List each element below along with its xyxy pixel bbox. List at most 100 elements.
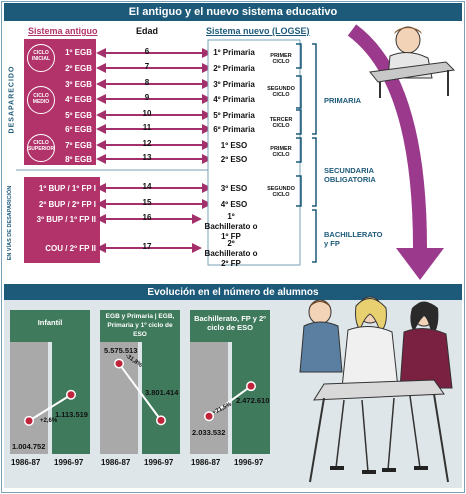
new-system-header: Sistema nuevo (LOGSE) [206,26,310,36]
stage-primaria: PRIMARIA [324,96,362,105]
old-system-column-2 [24,177,100,263]
new-item-11: 1º Bachillerato o 1º FP [204,212,258,241]
new-cycle-2: SEGUNDO CICLO [267,86,295,98]
new-item-1: 1º Primaria [213,48,255,57]
chart-2-point-2 [157,416,165,424]
chart-1-value-1: 1.004.752 [12,442,46,451]
new-cycle-4: PRIMER CICLO [270,146,292,158]
stage-bachillerato: BACHILLERATO y FP [324,230,383,248]
chart-1-point-1 [25,417,33,425]
chart-2-value-2: 3.801.414 [145,388,179,397]
chart-1-bar-gray [10,342,48,454]
chart-3-line [208,385,252,418]
chart-1-value-2: 1.113.519 [55,410,88,419]
age-11: 16 [142,213,152,222]
new-item-2: 2º Primaria [213,64,255,73]
old-item-3: 3º EGB [65,80,92,89]
old-item-5: 5º EGB [65,111,92,120]
age-7: 12 [142,139,152,148]
new-item-8: 2º ESO [220,155,248,164]
chart-1-line [28,393,72,422]
new-item-7: 1º ESO [220,141,248,150]
chart-3-value-1: 2.033.532 [192,428,226,437]
new-item-3: 3º Primaria [213,80,255,89]
student-desk-illustration [369,26,456,98]
stage-secundaria: SECUNDARIA OBLIGATORIA [324,166,376,184]
evolution-banner: Evolución en el número de alumnos [4,284,462,300]
big-arrow-head [396,248,444,280]
chart-1-title-bg [10,310,90,342]
chart-3-bar-gray [190,342,228,454]
old-item-7: 7º EGB [65,141,92,150]
brace-lines [296,43,317,263]
page-title: El antiguo y el nuevo sistema educativo [128,6,338,18]
new-item-5: 5º Primaria [213,111,255,120]
old-item-8: 8º EGB [65,155,92,164]
old-item-2: 2º EGB [65,64,92,73]
chart-2-bar-green [142,342,180,454]
age-12: 17 [142,242,152,251]
big-arrow [347,24,427,249]
old-item-6: 6º EGB [65,125,92,134]
new-cycle-5: SEGUNDO CICLO [267,186,295,198]
evolution-title: Evolución en el número de alumnos [147,286,319,298]
age-5: 10 [142,109,152,118]
old-item-9: 1º BUP / 1º FP I [38,184,96,193]
age-4: 9 [144,93,150,102]
chart-2-year-1: 1986-87 [101,458,131,467]
age-10: 15 [142,198,152,207]
title-banner: El antiguo y el nuevo sistema educativo [4,3,462,21]
new-system-box [207,39,301,266]
age-3: 8 [144,78,150,87]
new-item-10: 4º ESO [220,200,248,209]
new-cycle-3: TERCER CICLO [269,117,293,129]
old-cycle-label-2: CICLO MEDIO [32,93,50,105]
chart-2-value-1: 5.575.513 [104,346,138,355]
students-illustration [299,296,453,483]
age-2: 7 [144,62,150,71]
old-item-12: COU / 2º FP II [45,244,96,253]
old-item-10: 2º BUP / 2º FP I [38,200,96,209]
old-cycle-ring-3 [27,134,55,162]
age-9: 14 [142,182,152,191]
old-cycle-ring-1 [27,44,55,72]
chart-3-bar-green [232,342,270,454]
chart-3-title-bg [190,310,270,342]
chart-1-change: +2,6% [40,418,58,424]
old-cycle-label-1: CICLO INICIAL [31,50,51,62]
chart-3-year-1: 1986-87 [191,458,221,467]
old-item-11: 3º BUP / 1º FP II [36,215,96,224]
chart-2-line [118,362,162,421]
chart-3-point-1 [205,412,213,420]
old-system-header: Sistema antiguo [28,26,98,36]
new-item-12: 2º Bachillerato o 2º FP [204,239,258,268]
age-1: 6 [144,47,150,56]
new-item-9: 3º ESO [220,184,248,193]
chart-2-title-bg [100,310,180,342]
old-cycle-label-3: CICLO SUPERIOR [27,140,55,152]
chart-3-point-2 [247,382,255,390]
chart-3-year-2: 1996-97 [234,458,264,467]
new-item-6: 6º Primaria [213,125,255,134]
age-header: Edad [136,26,159,36]
chart-1-point-2 [67,391,75,399]
old-item-1: 1º EGB [65,48,92,57]
chart-1-title: Infantil [37,318,63,327]
chart-3-title: Bachillerato, FP y 2º ciclo de ESO [194,314,266,332]
arrow-lines [96,48,212,253]
new-item-4: 4º Primaria [213,95,255,104]
age-8: 13 [142,153,152,162]
chart-2-year-2: 1996-97 [144,458,174,467]
chart-2-point-1 [115,360,123,368]
chart-2-title: EGB y Primaria | EGB, Primaria y 1º cicl… [105,313,175,338]
age-6: 11 [142,123,152,132]
new-cycle-1: PRIMER CICLO [270,53,292,65]
chart-1-year-1: 1986-87 [11,458,41,467]
chart-1-year-2: 1996-97 [54,458,84,467]
chart-3-value-2: 2.472.610 [236,396,270,405]
old-item-4: 4º EGB [65,95,92,104]
old-cycle-ring-2 [27,86,55,114]
